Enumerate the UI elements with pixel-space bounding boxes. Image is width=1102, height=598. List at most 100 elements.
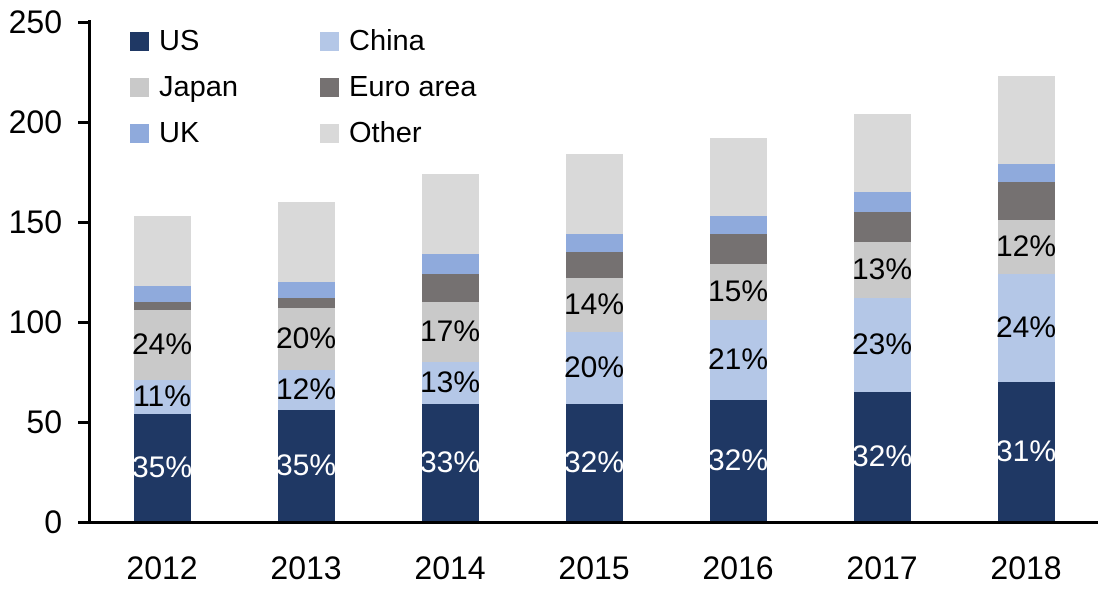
y-tick-label: 150 (8, 204, 62, 240)
bar-segment-euro-area (133, 302, 191, 310)
bar-segment-other (421, 174, 479, 254)
bar-segment-japan: 14% (563, 278, 625, 332)
bar-segment-uk (709, 216, 767, 234)
bar-segment-china: 11% (133, 380, 191, 414)
data-label-japan: 14% (563, 288, 625, 321)
legend-label: Other (349, 117, 422, 149)
bar-segment-us: 35% (275, 410, 337, 522)
y-tick-label: 250 (8, 4, 62, 40)
bar-segment-euro-area (853, 212, 911, 242)
data-label-us: 32% (563, 446, 625, 479)
x-tick-label: 2012 (126, 550, 198, 586)
data-label-japan: 24% (131, 328, 193, 361)
legend-swatch-icon (130, 123, 149, 143)
legend-label: Japan (159, 71, 239, 103)
bar-segment-uk (853, 192, 911, 212)
data-label-us: 35% (131, 451, 193, 484)
bar-segment-japan: 12% (995, 220, 1057, 274)
bar-segment-china: 23% (852, 298, 912, 392)
legend-swatch-icon (320, 77, 339, 97)
x-tick-label: 2013 (270, 550, 342, 586)
bar-segment-euro-area (421, 274, 479, 302)
bar-segment-china: 24% (995, 274, 1057, 382)
y-tick-label: 0 (44, 504, 62, 540)
data-label-us: 35% (275, 449, 337, 482)
bar-segment-japan: 17% (419, 302, 481, 362)
legend-label: UK (159, 117, 200, 149)
bar-segment-us: 31% (995, 382, 1057, 522)
legend-swatch-icon (320, 31, 339, 51)
legend-label: Euro area (349, 71, 477, 103)
y-tick-mark (78, 120, 90, 124)
x-tick-label: 2015 (558, 550, 630, 586)
data-label-japan: 15% (707, 275, 769, 308)
y-tick-label: 50 (26, 404, 62, 440)
bar-segment-japan: 24% (131, 310, 193, 380)
bar-segment-us: 32% (851, 392, 913, 522)
bar-segment-us: 33% (419, 404, 481, 522)
bar-segment-china: 20% (563, 332, 625, 404)
y-tick-mark (78, 520, 90, 524)
bar-segment-other (853, 114, 911, 192)
bar-segment-us: 32% (563, 404, 625, 522)
x-tick-label: 2018 (990, 550, 1062, 586)
legend-swatch-icon (130, 31, 149, 51)
bar-segment-other (709, 138, 767, 216)
bar-segment-euro-area (565, 252, 623, 278)
bar-segment-us: 35% (131, 414, 193, 522)
data-label-us: 32% (707, 444, 769, 477)
data-label-japan: 20% (275, 322, 337, 355)
legend-item-other: Other (320, 118, 476, 148)
data-label-japan: 17% (419, 315, 481, 348)
bar-segment-other (133, 216, 191, 286)
bar-segment-uk (565, 234, 623, 252)
y-tick-label: 100 (8, 304, 62, 340)
bar-segment-uk (277, 282, 335, 298)
legend-item-japan: Japan (130, 72, 320, 102)
bar-segment-japan: 15% (707, 264, 769, 320)
y-axis-line (88, 20, 91, 524)
data-label-china: 12% (275, 373, 337, 406)
bar-segment-uk (997, 164, 1055, 182)
legend-label: China (349, 25, 425, 57)
legend-swatch-icon (320, 123, 339, 143)
x-tick-label: 2016 (702, 550, 774, 586)
y-tick-label: 200 (8, 104, 62, 140)
data-label-us: 32% (851, 440, 913, 473)
legend-swatch-icon (130, 77, 149, 97)
bar-segment-us: 32% (707, 400, 769, 522)
bar-segment-other (277, 202, 335, 282)
legend-item-uk: UK (130, 118, 320, 148)
bar-segment-japan: 20% (275, 308, 337, 370)
legend-item-euro-area: Euro area (320, 72, 476, 102)
data-label-china: 21% (707, 343, 769, 376)
bar-segment-china: 13% (419, 362, 481, 404)
data-label-us: 33% (419, 446, 481, 479)
data-label-china: 24% (995, 311, 1057, 344)
legend-item-us: US (130, 26, 320, 56)
bar-segment-japan: 13% (851, 242, 913, 298)
legend-item-china: China (320, 26, 476, 56)
data-label-japan: 13% (851, 253, 913, 286)
data-label-china: 20% (563, 351, 625, 384)
bar-segment-euro-area (997, 182, 1055, 220)
bar-segment-uk (133, 286, 191, 302)
y-tick-mark (78, 320, 90, 324)
bar-segment-china: 12% (275, 370, 337, 410)
data-label-china: 13% (419, 366, 481, 399)
y-tick-mark (78, 20, 90, 24)
bar-segment-other (997, 76, 1055, 164)
data-label-china: 11% (133, 380, 191, 413)
data-label-us: 31% (995, 435, 1057, 468)
bar-segment-uk (421, 254, 479, 274)
bar-segment-other (565, 154, 623, 234)
legend: US China Japan Euro area UK Other (130, 26, 476, 148)
x-tick-label: 2017 (846, 550, 918, 586)
bar-segment-euro-area (277, 298, 335, 308)
bar-segment-china: 21% (707, 320, 769, 400)
data-label-japan: 12% (995, 230, 1057, 263)
legend-label: US (159, 25, 200, 57)
y-tick-mark (78, 420, 90, 424)
bar-segment-euro-area (709, 234, 767, 264)
